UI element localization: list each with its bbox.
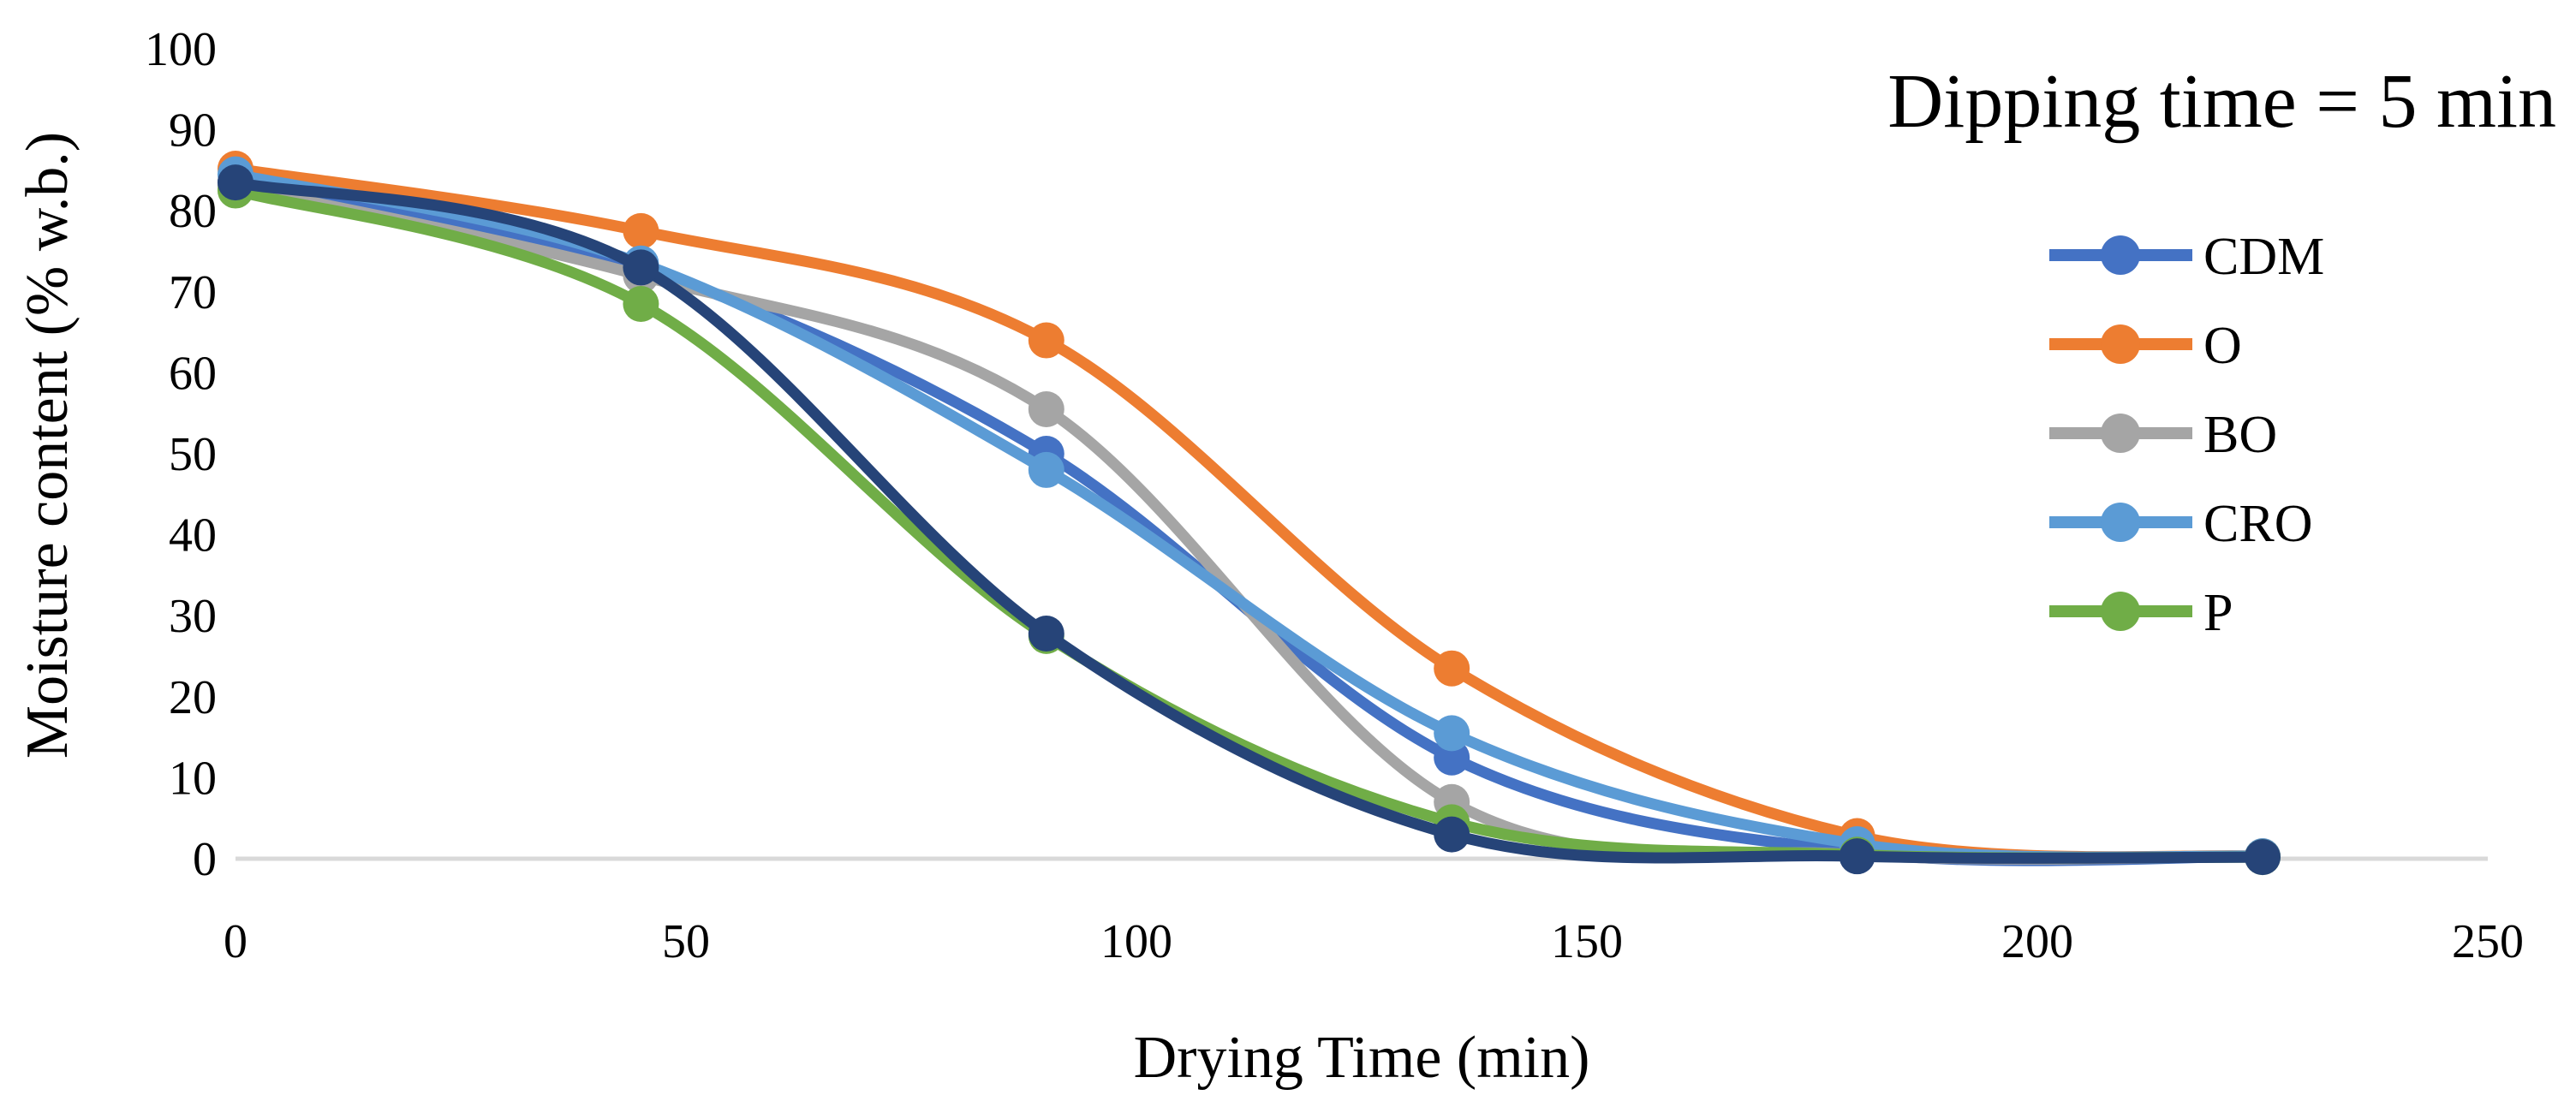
data-point [623, 285, 659, 322]
legend-marker [2101, 414, 2140, 453]
data-point [1028, 322, 1064, 359]
legend-item-cdm: CDM [2049, 228, 2324, 286]
legend-marker [2101, 592, 2140, 631]
data-point [2245, 839, 2281, 876]
legend-item-bo: BO [2049, 406, 2277, 464]
legend-marker [2101, 503, 2140, 542]
x-tick-label: 0 [224, 915, 247, 968]
data-point [623, 249, 659, 286]
y-tick-label: 100 [145, 23, 217, 76]
legend: CDM O BO CRO P [2049, 228, 2324, 642]
y-tick-label: 60 [169, 347, 217, 400]
legend-marker [2101, 235, 2140, 275]
y-tick-label: 0 [193, 833, 217, 886]
data-point [1028, 451, 1064, 488]
x-tick-labels: 0 50 100 150 200 250 [224, 915, 2524, 968]
series-unlabeled [218, 164, 2281, 876]
y-tick-labels: 0 10 20 30 40 50 60 70 80 90 100 [145, 23, 217, 886]
data-point [218, 164, 253, 201]
data-point [1434, 816, 1470, 853]
y-tick-label: 30 [169, 590, 217, 643]
legend-label: CRO [2203, 495, 2312, 553]
series-cro [218, 156, 2281, 875]
x-tick-label: 100 [1100, 915, 1172, 968]
data-point [1839, 838, 1875, 875]
x-tick-label: 50 [662, 915, 710, 968]
y-tick-label: 40 [169, 509, 217, 562]
legend-item-cro: CRO [2049, 495, 2312, 553]
legend-label: BO [2203, 406, 2277, 464]
data-point [1434, 650, 1470, 687]
legend-label: O [2203, 317, 2242, 375]
series-p [218, 172, 2281, 876]
legend-item-o: O [2049, 317, 2242, 375]
legend-marker [2101, 324, 2140, 364]
y-tick-label: 70 [169, 266, 217, 319]
x-tick-label: 200 [2001, 915, 2073, 968]
series-line [230, 176, 2269, 864]
legend-item-p: P [2049, 584, 2233, 642]
series-group [218, 151, 2281, 876]
y-axis-title: Moisture content (% w.b.) [15, 132, 80, 759]
x-tick-label: 150 [1551, 915, 1623, 968]
legend-label: CDM [2203, 228, 2324, 286]
series-cdm [218, 164, 2281, 875]
chart-title: Dipping time = 5 min [1887, 59, 2556, 144]
data-point [1028, 390, 1064, 427]
legend-label: P [2203, 584, 2233, 642]
y-tick-label: 20 [169, 671, 217, 724]
y-tick-label: 10 [169, 752, 217, 805]
series-bo [218, 168, 2281, 875]
data-point [623, 212, 659, 249]
data-point [1028, 616, 1064, 652]
y-tick-label: 80 [169, 185, 217, 238]
data-point [1434, 715, 1470, 752]
x-tick-label: 250 [2452, 915, 2524, 968]
y-tick-label: 50 [169, 428, 217, 481]
x-axis-title: Drying Time (min) [1134, 1025, 1590, 1091]
y-tick-label: 90 [169, 104, 217, 158]
